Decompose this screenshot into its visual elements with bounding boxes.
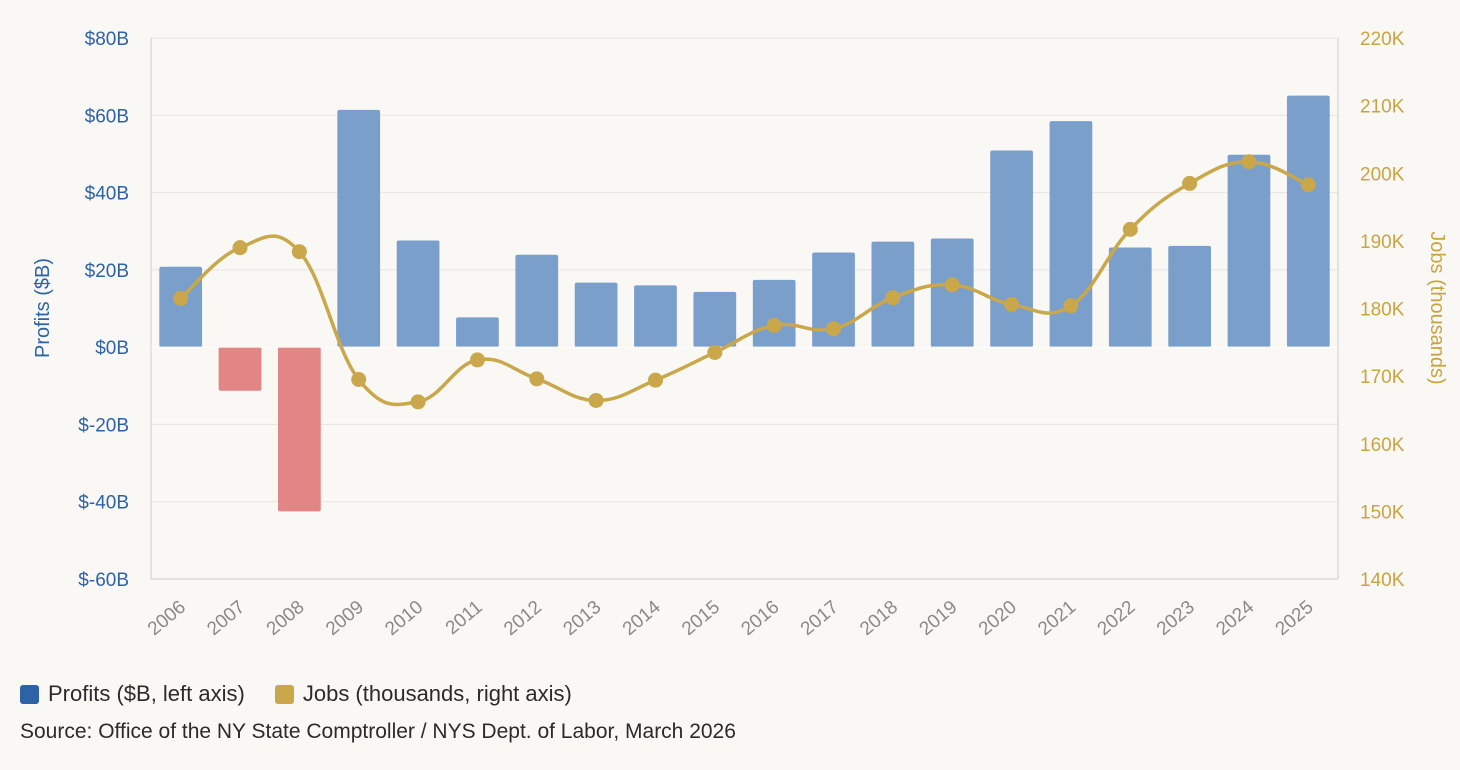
bar-2020 xyxy=(990,150,1033,348)
jobs-point-2024 xyxy=(1241,154,1257,170)
x-tick-label: 2019 xyxy=(916,597,962,640)
bar-2014 xyxy=(634,285,677,348)
x-tick-label: 2009 xyxy=(322,597,368,640)
bar-2013 xyxy=(574,282,618,348)
legend-label-jobs: Jobs (thousands, right axis) xyxy=(302,681,572,706)
x-tick-label: 2013 xyxy=(559,597,605,640)
jobs-point-2007 xyxy=(232,240,248,256)
right-tick-label: 190K xyxy=(1360,232,1405,253)
x-tick-label: 2023 xyxy=(1153,597,1199,640)
left-tick-label: $80B xyxy=(85,29,129,50)
right-tick-label: 140K xyxy=(1360,570,1405,591)
right-axis-title: Jobs (thousands) xyxy=(1426,231,1448,384)
bar-2024 xyxy=(1227,154,1271,348)
combo-chart-svg: $-60B $-40B $-20B $0B $20B $40B $60B $80B 140K 15… xyxy=(32,29,1448,640)
right-tick-label: 150K xyxy=(1360,502,1405,523)
x-tick-label: 2021 xyxy=(1034,597,1080,640)
right-tick-label: 180K xyxy=(1360,300,1405,321)
right-tick-label: 160K xyxy=(1360,435,1405,456)
legend-item-jobs: Jobs (thousands, right axis) xyxy=(274,681,572,707)
left-tick-label: $0B xyxy=(95,338,129,359)
x-tick-label: 2020 xyxy=(975,597,1021,640)
jobs-point-2021 xyxy=(1063,298,1079,314)
jobs-point-2019 xyxy=(944,277,960,293)
bar-2015 xyxy=(693,291,737,348)
right-tick-label: 200K xyxy=(1360,164,1405,185)
legend-swatch-jobs xyxy=(274,684,294,704)
bar-2010 xyxy=(396,240,440,348)
bar-2019 xyxy=(930,238,974,348)
left-tick-label: $-20B xyxy=(78,415,129,436)
right-tick-label: 170K xyxy=(1360,367,1405,388)
jobs-point-2020 xyxy=(1004,296,1020,312)
x-tick-label: 2010 xyxy=(381,597,427,640)
jobs-point-2016 xyxy=(766,317,782,333)
x-tick-label: 2016 xyxy=(738,597,784,640)
jobs-point-2023 xyxy=(1182,175,1198,191)
jobs-point-2012 xyxy=(529,371,545,387)
x-tick-label: 2007 xyxy=(203,597,249,640)
jobs-point-2018 xyxy=(885,290,901,306)
jobs-point-2011 xyxy=(469,352,485,368)
legend: Profits ($B, left axis) Jobs (thousands,… xyxy=(20,679,602,709)
jobs-point-2009 xyxy=(351,372,367,388)
jobs-point-2015 xyxy=(707,344,723,360)
x-tick-label: 2022 xyxy=(1094,597,1140,640)
left-tick-label: $-60B xyxy=(78,570,129,591)
source-note: Source: Office of the NY State Comptroll… xyxy=(20,720,736,743)
bar-2008 xyxy=(278,347,321,512)
x-tick-label: 2015 xyxy=(678,597,724,640)
x-tick-label: 2024 xyxy=(1212,596,1258,640)
bar-2009 xyxy=(337,109,381,348)
legend-item-profits: Profits ($B, left axis) xyxy=(20,681,245,707)
bar-2006 xyxy=(159,266,203,348)
chart: $-60B $-40B $-20B $0B $20B $40B $60B $80B 140K 15… xyxy=(32,29,1448,640)
bar-2025 xyxy=(1286,95,1330,348)
x-tick-label: 2018 xyxy=(856,597,902,640)
x-tick-label: 2011 xyxy=(442,597,487,639)
jobs-point-2014 xyxy=(647,372,663,388)
left-axis-title: Profits ($B) xyxy=(32,258,54,358)
jobs-point-2006 xyxy=(173,290,189,306)
jobs-point-2017 xyxy=(826,321,842,337)
left-tick-label: $20B xyxy=(85,261,129,282)
bar-2021 xyxy=(1049,121,1093,348)
bar-2023 xyxy=(1168,245,1211,348)
jobs-point-2025 xyxy=(1300,177,1316,193)
left-tick-label: $60B xyxy=(85,106,129,127)
right-tick-label: 210K xyxy=(1360,97,1405,118)
jobs-point-2008 xyxy=(291,244,307,260)
jobs-point-2010 xyxy=(410,394,426,410)
left-tick-label: $40B xyxy=(85,184,129,205)
jobs-point-2022 xyxy=(1122,221,1138,237)
x-tick-label: 2008 xyxy=(263,597,309,640)
bar-2012 xyxy=(515,254,559,348)
x-tick-label: 2012 xyxy=(500,597,546,640)
jobs-point-2013 xyxy=(588,392,604,408)
bar-2007 xyxy=(218,347,262,391)
legend-swatch-profits xyxy=(20,684,39,704)
x-tick-label: 2017 xyxy=(797,597,843,640)
x-tick-label: 2014 xyxy=(619,596,665,640)
bar-2022 xyxy=(1108,247,1152,348)
right-tick-label: 220K xyxy=(1360,29,1405,50)
legend-label-profits: Profits ($B, left axis) xyxy=(48,681,245,706)
bar-2016 xyxy=(752,279,796,348)
left-tick-label: $-40B xyxy=(78,493,129,514)
x-tick-label: 2006 xyxy=(144,597,190,640)
bar-2011 xyxy=(456,317,499,348)
x-tick-label: 2025 xyxy=(1272,597,1318,640)
